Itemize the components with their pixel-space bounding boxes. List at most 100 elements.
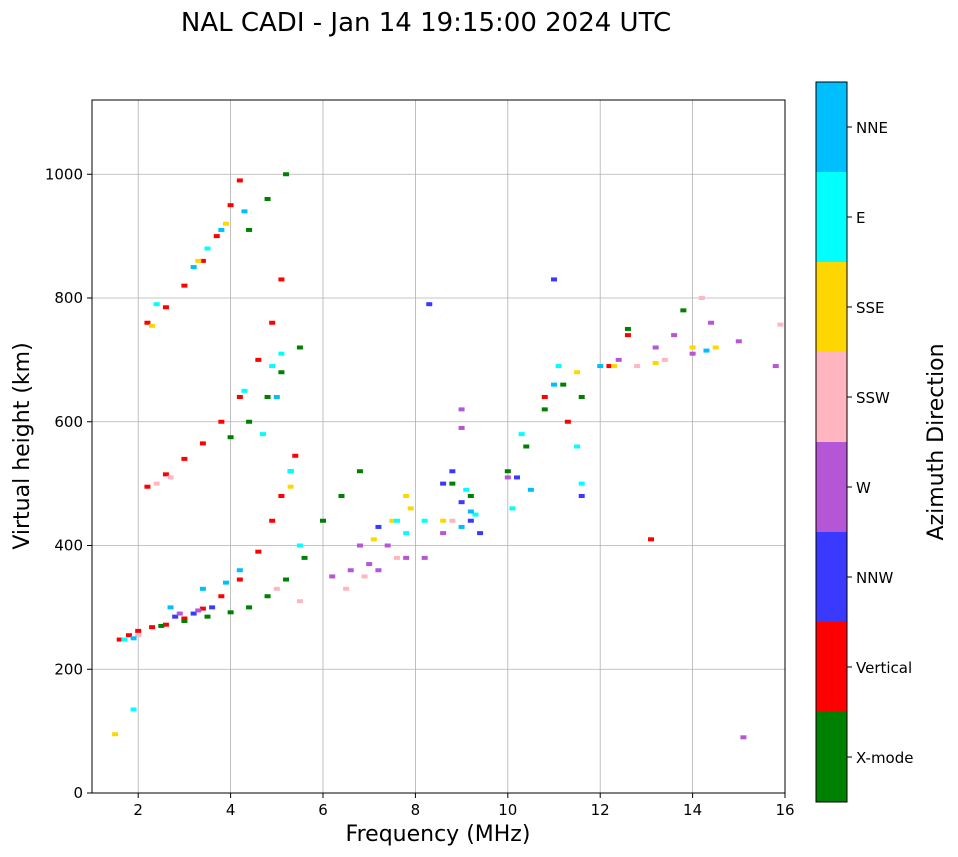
data-point-nne	[236, 568, 243, 573]
data-point-vertical	[564, 419, 571, 424]
data-point-x-mode	[523, 444, 530, 449]
x-tick-label: 14	[683, 801, 702, 819]
data-point-vertical	[236, 577, 243, 582]
data-point-vertical	[292, 453, 299, 458]
y-tick-label: 600	[54, 413, 83, 431]
data-point-nne	[222, 580, 229, 585]
colorbar-segment-sse	[816, 262, 847, 352]
y-tick-label: 1000	[45, 165, 83, 183]
data-point-ssw	[167, 475, 174, 480]
data-point-e	[393, 518, 400, 523]
data-point-e	[574, 444, 581, 449]
y-tick-label: 0	[73, 784, 83, 802]
data-point-w	[195, 608, 202, 613]
data-point-e	[518, 432, 525, 437]
data-point-vertical	[181, 616, 188, 621]
data-point-nne	[218, 227, 225, 232]
colorbar-tick-label: W	[856, 479, 871, 497]
data-point-vertical	[199, 441, 206, 446]
data-point-e	[269, 364, 276, 369]
data-point-ssw	[296, 599, 303, 604]
data-point-x-mode	[246, 227, 253, 232]
data-point-x-mode	[264, 395, 271, 399]
y-tick-label: 800	[54, 289, 83, 307]
data-point-w	[356, 543, 363, 548]
data-point-e	[472, 512, 479, 517]
data-point-ssw	[273, 586, 280, 591]
data-point-sse	[712, 345, 719, 350]
data-point-ssw	[449, 518, 456, 523]
data-point-w	[375, 568, 382, 573]
data-point-sse	[652, 360, 659, 365]
data-point-x-mode	[504, 469, 511, 474]
data-point-x-mode	[181, 618, 188, 623]
chart-title: NAL CADI - Jan 14 19:15:00 2024 UTC	[181, 8, 671, 38]
x-tick-label: 10	[498, 801, 517, 819]
data-point-vertical	[144, 484, 151, 489]
x-tick-label: 2	[133, 801, 143, 819]
data-point-e	[287, 469, 294, 474]
data-point-x-mode	[560, 382, 567, 387]
data-point-vertical	[162, 472, 169, 477]
data-point-nne	[551, 382, 557, 387]
colorbar-segment-vertical	[816, 622, 847, 712]
data-point-sse	[574, 370, 581, 375]
data-point-ssw	[777, 322, 784, 327]
data-point-nnw	[449, 469, 456, 474]
data-point-e	[278, 351, 285, 356]
data-point-sse	[287, 484, 294, 489]
data-point-ssw	[661, 357, 668, 362]
data-point-vertical	[606, 364, 613, 369]
data-point-nne	[241, 209, 248, 214]
data-point-vertical	[181, 283, 188, 288]
data-point-ssw	[634, 364, 641, 369]
data-point-ssw	[361, 574, 368, 579]
data-point-x-mode	[246, 605, 253, 610]
data-point-vertical	[227, 203, 234, 208]
colorbar: X-mode Vertical NNW W SSW SSE E NNE	[815, 81, 913, 803]
data-point-x-mode	[320, 518, 326, 523]
x-tick-label: 16	[775, 801, 794, 819]
data-point-vertical	[181, 456, 188, 461]
data-point-vertical	[162, 622, 169, 627]
colorbar-segment-nne	[816, 82, 847, 172]
data-point-vertical	[255, 549, 262, 554]
data-point-nnw	[172, 614, 179, 619]
data-point-x-mode	[264, 197, 271, 201]
data-point-nnw	[426, 302, 433, 307]
colorbar-segment-w	[816, 442, 847, 532]
data-point-w	[708, 320, 715, 325]
data-point-w	[652, 345, 659, 350]
data-point-vertical	[236, 395, 243, 399]
data-point-vertical	[255, 357, 262, 362]
colorbar-segment-e	[816, 172, 847, 262]
data-point-w	[347, 568, 354, 573]
data-point-vertical	[624, 333, 631, 338]
data-point-vertical	[218, 594, 225, 599]
x-tick-label: 4	[226, 801, 236, 819]
data-point-vertical	[213, 234, 220, 239]
data-point-ssw	[393, 555, 400, 560]
data-point-vertical	[278, 494, 285, 498]
data-point-nne	[703, 348, 710, 353]
data-point-vertical	[218, 419, 225, 424]
data-point-w	[504, 475, 511, 480]
data-point-nnw	[578, 494, 585, 498]
data-point-e	[509, 506, 516, 511]
colorbar-tick-label: NNE	[856, 119, 888, 137]
data-point-w	[735, 339, 742, 344]
data-point-nnw	[375, 524, 382, 529]
data-point-x-mode	[227, 435, 234, 440]
data-point-w	[772, 364, 779, 369]
data-point-vertical	[648, 537, 655, 542]
colorbar-frame	[815, 81, 848, 803]
data-point-vertical	[269, 320, 276, 325]
data-point-vertical	[199, 606, 206, 611]
data-point-x-mode	[680, 308, 687, 313]
plot-frame	[91, 99, 786, 794]
data-point-vertical	[199, 258, 206, 263]
data-point-w	[329, 574, 336, 579]
colorbar-tick-label: SSE	[856, 299, 885, 317]
data-point-nne	[273, 395, 280, 399]
data-point-vertical	[269, 518, 276, 523]
